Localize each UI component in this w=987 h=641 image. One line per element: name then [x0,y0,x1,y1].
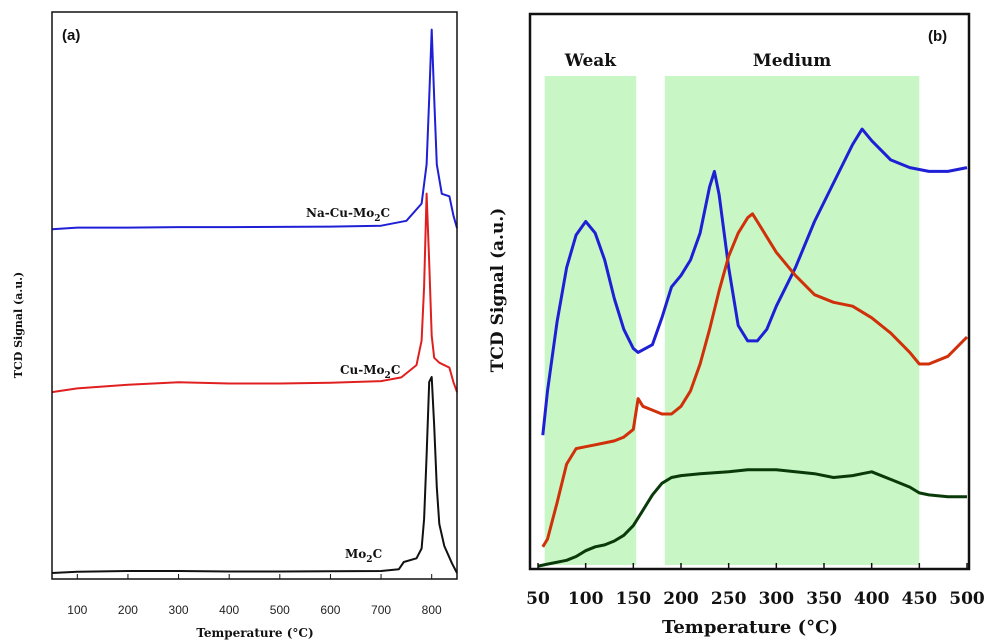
series-label-cu-mo2c: Cu-Mo2C [340,363,400,381]
panel-a-frame [51,11,458,580]
x-tick-label: 500 [949,589,985,609]
panel-a-series [51,28,458,574]
x-tick-label: 400 [219,603,239,617]
series-line-cu-mo2c [51,192,458,394]
series-label-mo2c-main: Mo [345,547,366,561]
panel-b: Weak Medium 50 100 150 200 250 300 350 400 450 500… [488,12,985,638]
panel-b-series [537,127,969,568]
series-label-na-cu-mo2c-main: Na-Cu-Mo [306,206,374,220]
x-tick-label: 700 [371,603,391,617]
x-tick-label: 800 [422,603,442,617]
series-label-na-cu-mo2c-sub: 2 [374,214,380,224]
panel-a-label: (a) [62,27,80,44]
series-line-blue [541,127,968,436]
series-line-green [537,468,967,568]
series-label-cu-mo2c-main: Cu-Mo [340,363,385,377]
x-tick-label: 200 [663,589,699,609]
series-label-mo2c: Mo2C [345,547,382,565]
panel-b-label: (b) [928,28,947,45]
x-tick-label: 100 [568,589,604,609]
series-label-na-cu-mo2c: Na-Cu-Mo2C [306,206,390,224]
series-line-mo2c [51,376,458,574]
x-tick-label: 100 [67,603,87,617]
x-tick-label: 300 [759,589,795,609]
region-label-medium: Medium [753,51,831,71]
series-line-na-cu-mo2c [51,28,458,231]
series-label-mo2c-sub: 2 [366,555,372,565]
x-tick-label: 350 [806,589,842,609]
x-tick-label: 400 [854,589,890,609]
x-tick-label: 50 [526,589,550,609]
x-tick-label: 150 [616,589,652,609]
panel-a-x-ticks: 100 200 300 400 500 600 700 800 [67,574,442,617]
region-label-weak: Weak [564,51,618,71]
panel-b-x-axis-label: Temperature (°C) [662,617,838,638]
x-tick-label: 450 [902,589,938,609]
panel-b-y-axis-label: TCD Signal (a.u.) [488,208,508,373]
x-tick-label: 300 [169,603,189,617]
x-tick-label: 500 [270,603,290,617]
panel-b-x-ticks: 50 100 150 200 250 300 350 400 450 500 [526,563,985,609]
series-label-na-cu-mo2c-tail: C [381,206,391,220]
panel-a-y-axis-label: TCD Signal (a.u.) [12,272,25,378]
panel-b-regions: Weak Medium [544,51,920,565]
panel-a: 100 200 300 400 500 600 700 800 (a) Temperature… [12,11,458,640]
series-line-red [541,212,969,548]
x-tick-label: 600 [320,603,340,617]
series-label-cu-mo2c-tail: C [391,363,401,377]
series-label-cu-mo2c-sub: 2 [385,371,391,381]
series-label-mo2c-tail: C [373,547,383,561]
panel-a-x-axis-label: Temperature (°C) [196,626,313,640]
panel-b-frame [528,12,971,571]
x-tick-label: 250 [711,589,747,609]
x-tick-label: 200 [118,603,138,617]
